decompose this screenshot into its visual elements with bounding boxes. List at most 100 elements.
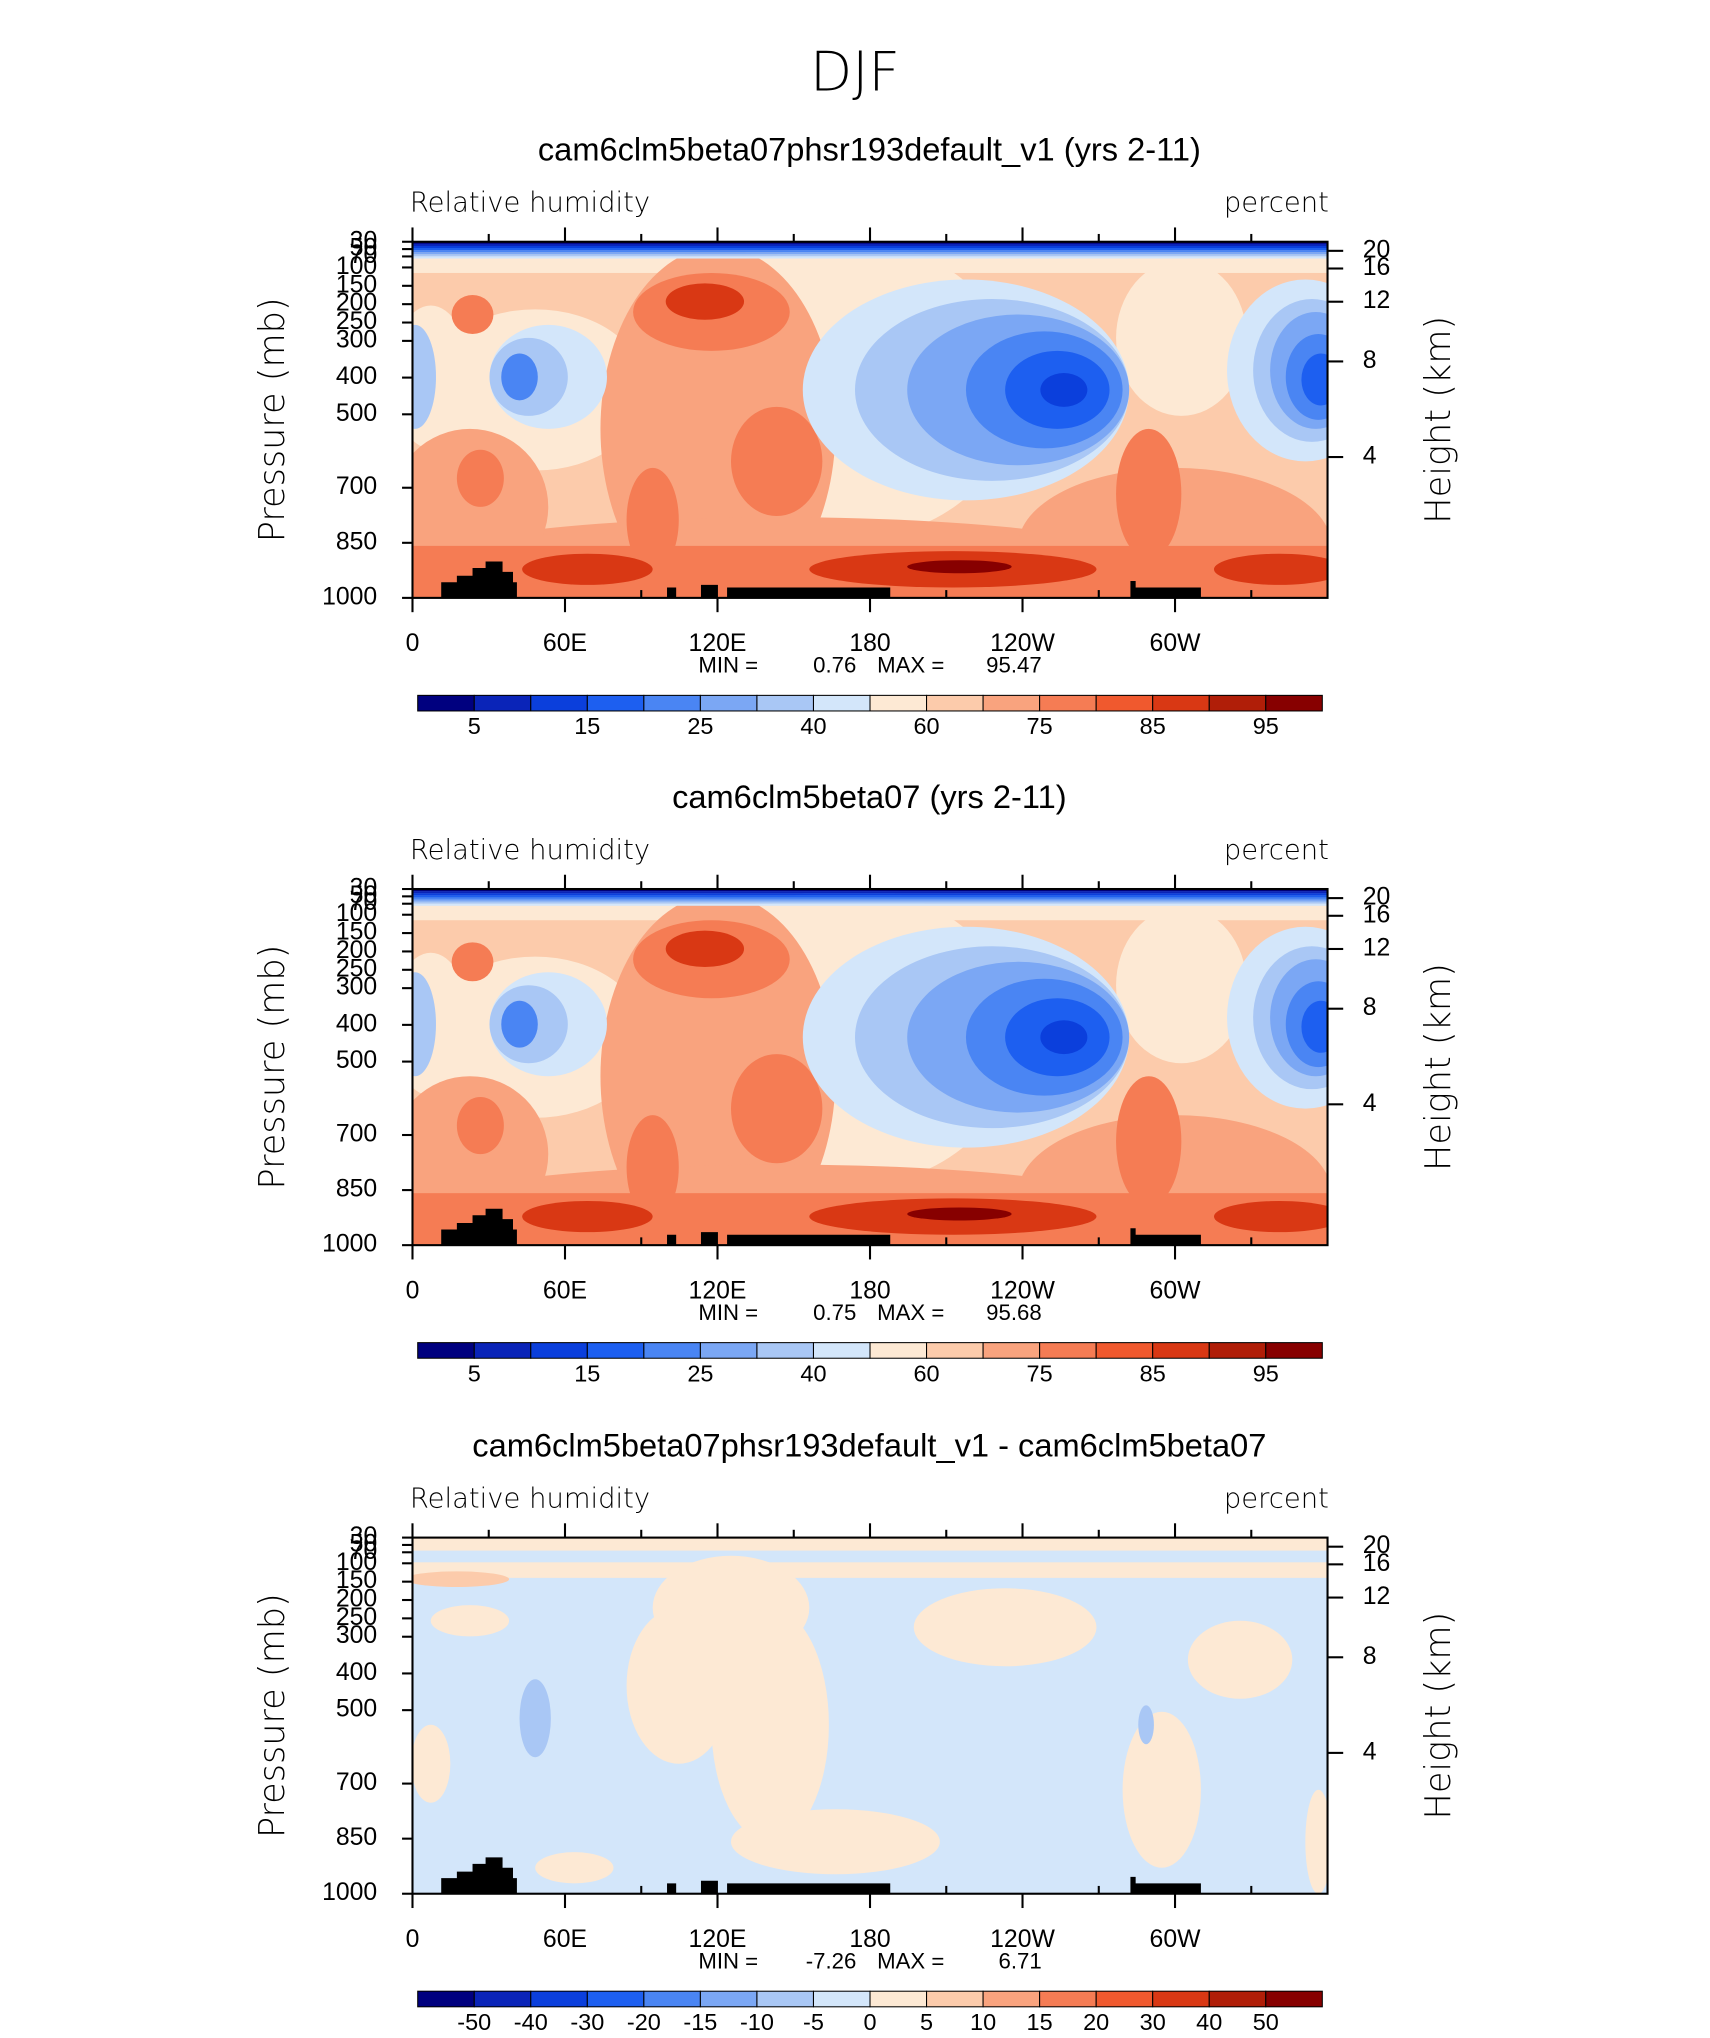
colorbar-box: [1152, 1990, 1210, 2008]
y-tick-label: 50: [350, 235, 378, 262]
colorbar-box: [1265, 694, 1323, 712]
y-tick-label: 100: [336, 900, 377, 927]
colorbar-label: 5: [920, 2009, 933, 2035]
contour-region: [412, 1562, 1328, 1578]
contour-region: [1301, 353, 1328, 406]
y-tick-label: 400: [336, 1659, 377, 1686]
colorbar-label: 50: [1253, 2009, 1279, 2035]
y2-tick-label: 20: [1363, 884, 1391, 911]
y-tick-label: 70: [350, 889, 378, 916]
x-tick-label: 60W: [1150, 630, 1202, 657]
y-tick-label: 250: [336, 1604, 377, 1631]
contour-region: [412, 428, 549, 585]
min-value: 0.75: [813, 1300, 856, 1325]
x-tick-label: 180: [849, 1926, 890, 1953]
colorbar-box: [869, 1342, 928, 1359]
y2-tick-label: 16: [1363, 254, 1391, 281]
y-tick-label: 200: [336, 290, 377, 317]
contour-region: [1122, 1711, 1201, 1868]
panel-title: cam6clm5beta07phsr193default_v1 - cam6cl…: [472, 1428, 1266, 1464]
panel-title: cam6clm5beta07 (yrs 2-11): [672, 779, 1067, 815]
contour-region: [412, 1537, 1328, 1551]
colorbar-label: -40: [514, 2009, 548, 2035]
topography: [441, 1857, 1201, 1894]
contour-region: [412, 897, 1328, 900]
y-tick-label: 300: [336, 974, 377, 1001]
colorbar-box: [1265, 1990, 1323, 2008]
variable-label: Relative humidity: [410, 835, 650, 866]
contour-region: [412, 252, 1328, 255]
contour-region: [626, 1607, 731, 1764]
contour-region: [430, 1605, 510, 1637]
y2-tick-label: 20: [1363, 1532, 1391, 1559]
colorbar-box: [643, 1342, 701, 1359]
contour-region: [665, 283, 745, 320]
min-label: MIN =: [698, 1300, 758, 1325]
y2-tick-label: 20: [1363, 236, 1391, 263]
contour-region: [451, 942, 494, 982]
y-tick-label: 400: [336, 1010, 377, 1037]
colorbar-label: 60: [913, 1360, 939, 1386]
y-tick-label: 1000: [322, 583, 377, 610]
y-tick-label: 30: [350, 1523, 378, 1550]
contour-region: [412, 891, 1328, 894]
colorbar-label: -50: [457, 2009, 491, 2035]
contour-region: [1116, 1076, 1182, 1207]
figure-title: DJF: [810, 40, 900, 104]
topography: [441, 1208, 1201, 1246]
colorbar-box: [756, 1990, 814, 2008]
variable-label: Relative humidity: [410, 1483, 650, 1514]
panel: cam6clm5beta07phsr193default_v1 - cam6cl…: [252, 1428, 1459, 2035]
min-label: MIN =: [698, 1948, 758, 1973]
colorbar-label: 40: [800, 713, 826, 739]
colorbar-box: [643, 694, 701, 712]
y-tick-label: 150: [336, 271, 377, 298]
contour-region: [412, 324, 436, 429]
contour-region: [412, 1571, 510, 1587]
contour-region: [412, 893, 1328, 896]
y-axis-title: Pressure (mb): [252, 1593, 293, 1838]
x-tick-label: 120W: [990, 630, 1055, 657]
units-label: percent: [1224, 835, 1329, 866]
contour-region: [412, 256, 1328, 259]
y-tick-label: 1000: [322, 1231, 377, 1258]
colorbar-label: -30: [570, 2009, 604, 2035]
y2-tick-label: 8: [1363, 1643, 1377, 1670]
contour-region: [1040, 373, 1088, 407]
x-tick-label: 180: [849, 1278, 890, 1305]
panel: cam6clm5beta07 (yrs 2-11) Relative humidi…: [252, 779, 1459, 1386]
x-tick-label: 0: [406, 630, 420, 657]
colorbar-box: [530, 1342, 588, 1359]
y-tick-label: 850: [336, 528, 377, 555]
y2-tick-label: 16: [1363, 1550, 1391, 1577]
y2-tick-label: 4: [1363, 443, 1377, 470]
colorbar-label: 0: [863, 2009, 876, 2035]
colorbar-box: [1208, 694, 1267, 712]
colorbar-label: 15: [1027, 2009, 1053, 2035]
colorbar-box: [926, 694, 984, 712]
colorbar-box: [699, 694, 758, 712]
contour-field: [412, 241, 1328, 598]
colorbar-box: [869, 694, 928, 712]
colorbar-box: [530, 1990, 588, 2008]
contour-region: [412, 245, 1328, 249]
contour-region: [730, 1809, 940, 1875]
colorbar-box: [417, 1990, 475, 2008]
contour-region: [412, 901, 1328, 904]
contour-region: [519, 1679, 551, 1758]
min-value: -7.26: [806, 1948, 857, 1973]
y-tick-label: 100: [336, 253, 377, 280]
colorbar-label: 85: [1140, 713, 1166, 739]
colorbar-label: 75: [1027, 1360, 1053, 1386]
y-axis-title: Pressure (mb): [252, 297, 293, 542]
colorbar-box: [869, 1990, 928, 2008]
units-label: percent: [1224, 1483, 1329, 1514]
max-label: MAX =: [877, 1948, 944, 1973]
y2-axis-title: Height (km): [1418, 1612, 1459, 1820]
colorbar-label: -15: [683, 2009, 717, 2035]
y-tick-label: 700: [336, 473, 377, 500]
y-tick-label: 1000: [322, 1879, 377, 1906]
contour-region: [1301, 1000, 1328, 1053]
y2-tick-label: 16: [1363, 901, 1391, 928]
contour-region: [412, 889, 1328, 892]
